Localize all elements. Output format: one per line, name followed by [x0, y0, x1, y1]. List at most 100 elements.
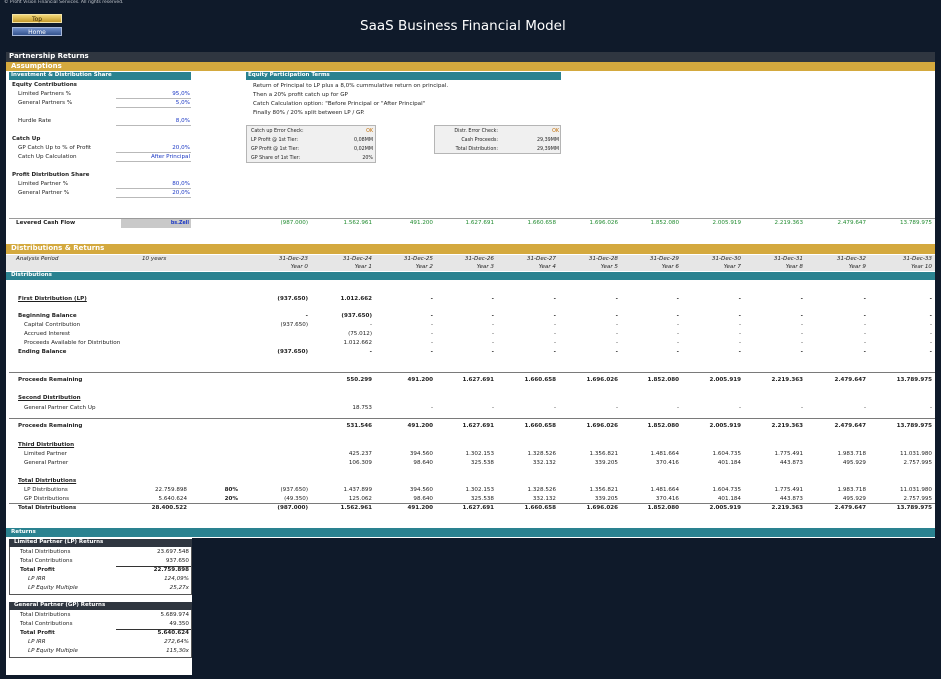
- home-button[interactable]: Home: [12, 27, 62, 36]
- investment-header-label: Investment & Distribution Share: [11, 72, 112, 78]
- distribution-label: GP Distributions: [24, 496, 70, 502]
- distribution-value: -: [800, 405, 803, 411]
- distribution-value: -: [800, 296, 803, 302]
- distribution-value: 394.560: [409, 487, 433, 493]
- returns-bar: Returns: [6, 528, 935, 537]
- distributions-title: Distributions: [11, 272, 52, 278]
- assumption-value[interactable]: After Principal: [150, 154, 190, 160]
- distribution-value: 1.012.662: [340, 296, 373, 302]
- distribution-value: -: [800, 313, 803, 319]
- distribution-value: -: [800, 331, 803, 337]
- distribution-value: 1.604.735: [712, 487, 741, 493]
- levered-tag-cell[interactable]: bs.Zell: [121, 219, 191, 228]
- levered-value: 2.005.919: [712, 220, 741, 226]
- distribution-label: Second Distribution: [18, 395, 81, 401]
- distribution-value: 1.302.153: [465, 487, 494, 493]
- copyright-text: © Profit Vision Financial Services. All …: [4, 0, 124, 5]
- check-value: 29,39MM: [536, 138, 559, 143]
- check-value: OK: [552, 129, 559, 134]
- distribution-value: -: [491, 340, 494, 346]
- assumption-label: General Partner %: [18, 190, 70, 196]
- distribution-value: 401.184: [717, 460, 741, 466]
- partnership-returns-title: Partnership Returns: [9, 52, 89, 60]
- levered-value: (987.000): [280, 220, 309, 226]
- gp-returns-value: 49.350: [169, 621, 189, 627]
- lp-returns-title: Limited Partner (LP) Returns: [14, 539, 104, 545]
- distribution-value: -: [553, 331, 556, 337]
- timeline-year: Year 9: [848, 264, 866, 270]
- timeline-date: 31-Dec-25: [403, 256, 433, 262]
- distribution-value: -: [430, 296, 433, 302]
- distribution-value: 332.132: [532, 496, 556, 502]
- distribution-value: -: [615, 296, 618, 302]
- distribution-value: 1.328.526: [527, 451, 556, 457]
- timeline-year: Year 0: [290, 264, 308, 270]
- distribution-value: -: [676, 296, 679, 302]
- assumption-label: Catch Up Calculation: [18, 154, 77, 160]
- divider: [9, 218, 935, 219]
- gp-returns-label: Total Profit: [20, 630, 55, 636]
- dark-fill: [192, 538, 935, 675]
- distribution-value: -: [430, 322, 433, 328]
- distribution-pct: 80%: [224, 487, 238, 493]
- distribution-value: 443.873: [779, 460, 803, 466]
- distribution-value: -: [491, 296, 494, 302]
- gp-returns-label: LP Equity Multiple: [28, 648, 78, 654]
- distribution-value: -: [738, 405, 741, 411]
- timeline-date: 31-Dec-26: [464, 256, 494, 262]
- distribution-value: -: [615, 340, 618, 346]
- app-header: © Profit Vision Financial Services. All …: [0, 0, 941, 52]
- assumption-value[interactable]: 20,0%: [172, 190, 190, 196]
- gp-returns-header: [9, 602, 192, 610]
- distribution-value: 495.929: [842, 496, 866, 502]
- timeline-date: 31-Dec-31: [773, 256, 803, 262]
- distribution-value: -: [738, 340, 741, 346]
- distribution-value: 106.309: [348, 460, 372, 466]
- distribution-value: 1.562.961: [340, 505, 373, 511]
- distribution-value: 2.219.363: [771, 423, 804, 429]
- assumption-value[interactable]: 95,0%: [172, 91, 190, 97]
- divider: [9, 503, 935, 504]
- distribution-label: Proceeds Remaining: [18, 423, 83, 429]
- distribution-value: -: [929, 340, 932, 346]
- levered-value: 1.627.691: [465, 220, 494, 226]
- assumption-value[interactable]: 20,0%: [172, 145, 190, 151]
- input-underline: [116, 197, 191, 198]
- distribution-value: 2.479.647: [834, 505, 867, 511]
- distribution-value: -: [738, 296, 741, 302]
- distribution-value: 1.627.691: [462, 377, 495, 383]
- gp-returns-label: Total Distributions: [20, 612, 71, 618]
- top-button[interactable]: Top: [12, 14, 62, 23]
- distribution-value: -: [615, 405, 618, 411]
- distribution-value: 13.789.975: [896, 505, 932, 511]
- term-line: Then a 20% profit catch up for GP: [253, 92, 348, 98]
- distribution-value: 1.481.664: [650, 487, 679, 493]
- assumption-label: Equity Contributions: [12, 82, 78, 88]
- distribution-value: -: [863, 313, 866, 319]
- lp-returns-value: 25,27x: [169, 585, 189, 591]
- returns-title: Returns: [11, 529, 36, 535]
- assumption-value[interactable]: 8,0%: [175, 118, 190, 124]
- assumption-value[interactable]: 80,0%: [172, 181, 190, 187]
- gp-returns-value: 272,64%: [164, 639, 189, 645]
- divider: [116, 566, 191, 567]
- input-underline: [116, 152, 191, 153]
- distribution-value: -: [553, 322, 556, 328]
- catch-up-check-box: [246, 125, 376, 163]
- distribution-value: 1.627.691: [462, 505, 495, 511]
- distribution-value: 13.789.975: [896, 423, 932, 429]
- distribution-value: 491.200: [407, 377, 433, 383]
- distribution-value: -: [676, 340, 679, 346]
- distribution-value: 491.200: [407, 505, 433, 511]
- lp-returns-label: Total Distributions: [20, 549, 71, 555]
- check-value: 0,08MM: [354, 138, 373, 143]
- assumption-value[interactable]: 5,0%: [175, 100, 190, 106]
- distribution-value: -: [738, 322, 741, 328]
- distribution-value: -: [491, 322, 494, 328]
- distribution-value: 1.302.153: [465, 451, 494, 457]
- distribution-value: -: [929, 322, 932, 328]
- partnership-returns-bar: Partnership Returns: [6, 52, 935, 62]
- input-underline: [116, 98, 191, 99]
- assumption-label: General Partners %: [18, 100, 73, 106]
- distribution-label: Total Distributions: [18, 478, 77, 484]
